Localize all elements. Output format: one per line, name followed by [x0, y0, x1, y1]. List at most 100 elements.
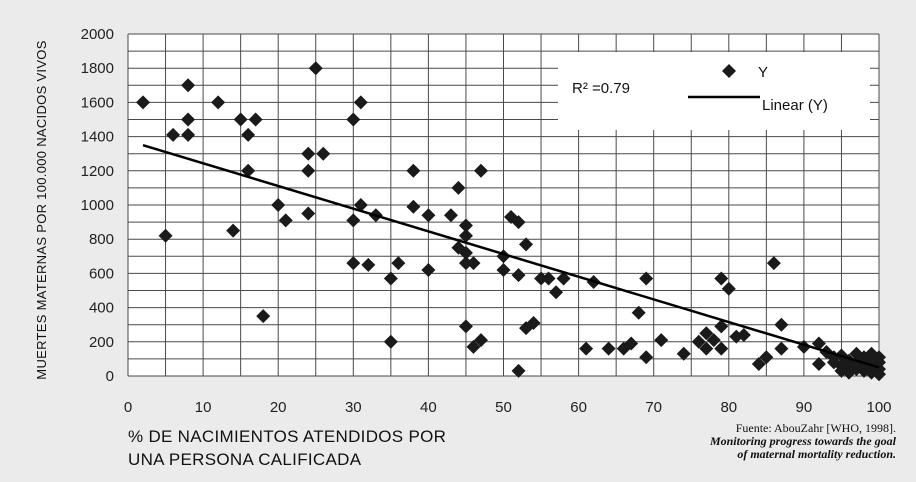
data-point — [406, 199, 421, 214]
legend-marker-label: Y — [758, 64, 768, 81]
data-point — [353, 198, 368, 212]
x-tick-label: 40 — [420, 399, 437, 416]
y-tick-label: 800 — [89, 231, 114, 248]
data-point — [556, 271, 571, 286]
y-axis-label: MUERTES MATERNAS POR 100.000 NACIDOS VIV… — [34, 40, 49, 379]
data-point — [301, 146, 316, 161]
data-point — [766, 256, 781, 271]
data-point — [181, 127, 196, 142]
data-point — [301, 206, 316, 221]
y-tick-label: 1600 — [81, 94, 114, 111]
y-tick-label: 400 — [89, 300, 114, 317]
data-point — [511, 363, 526, 378]
data-point — [256, 309, 271, 324]
x-tick-labels: 0 10 20 30 40 50 60 70 80 90 100 — [124, 399, 892, 416]
y-tick-label: 2000 — [81, 26, 114, 43]
data-point — [383, 271, 398, 286]
data-point — [383, 334, 398, 349]
data-point — [241, 127, 256, 142]
data-point — [316, 146, 331, 161]
x-axis-label-line-1: % DE NACIMIENTOS ATENDIDOS POR — [128, 427, 447, 446]
x-tick-label: 30 — [345, 399, 362, 416]
data-point — [136, 95, 151, 110]
data-point — [759, 350, 774, 365]
data-point — [774, 317, 789, 332]
grid — [127, 33, 880, 377]
x-tick-label: 100 — [866, 399, 891, 416]
data-point — [714, 271, 729, 286]
data-point — [421, 208, 436, 223]
data-point — [639, 350, 654, 365]
source-line-3: of maternal mortality reduction. — [737, 447, 896, 461]
data-point — [406, 163, 421, 178]
data-point — [473, 163, 488, 178]
source-line-2: Monitoring progress towards the goal — [709, 434, 896, 448]
data-point — [458, 256, 473, 271]
y-tick-label: 1400 — [81, 129, 114, 146]
data-point — [714, 319, 729, 334]
legend-box: R² =0.79 Y Linear (Y) — [558, 52, 870, 130]
data-point — [496, 262, 511, 277]
x-tick-label: 80 — [720, 399, 737, 416]
data-point — [872, 367, 886, 382]
data-point — [691, 334, 706, 349]
y-tick-label: 0 — [106, 368, 114, 385]
data-point — [278, 213, 293, 228]
legend-line-label: Linear (Y) — [762, 97, 828, 114]
x-axis-label: % DE NACIMIENTOS ATENDIDOS POR UNA PERSO… — [128, 425, 446, 471]
data-point — [601, 341, 616, 356]
data-point — [346, 213, 361, 228]
x-tick-label: 60 — [570, 399, 587, 416]
data-point — [654, 333, 669, 348]
data-point — [511, 215, 526, 230]
data-point — [271, 198, 286, 212]
data-point — [346, 112, 361, 127]
x-axis-label-line-2: UNA PERSONA CALIFICADA — [128, 450, 362, 469]
source-line-1: Fuente: AbouZahr [WHO, 1998]. — [735, 421, 896, 435]
data-point — [736, 327, 751, 342]
data-point — [466, 256, 481, 271]
data-point — [676, 346, 691, 361]
data-point — [541, 271, 556, 286]
trend-line — [142, 143, 880, 369]
data-point — [361, 257, 376, 272]
x-tick-label: 0 — [124, 399, 132, 416]
data-point — [811, 357, 826, 372]
data-point — [158, 228, 173, 243]
data-point — [226, 223, 241, 238]
data-point — [534, 271, 549, 286]
data-point — [631, 305, 646, 320]
x-tick-label: 10 — [195, 399, 212, 416]
data-point — [451, 180, 466, 195]
data-point — [751, 357, 766, 372]
data-point — [346, 256, 361, 271]
data-point — [308, 61, 323, 76]
data-points — [136, 61, 886, 382]
x-tick-label: 70 — [645, 399, 662, 416]
data-point — [241, 163, 256, 178]
data-point — [391, 256, 406, 271]
r-squared-annotation: R² =0.79 — [572, 80, 630, 97]
data-point — [458, 218, 473, 233]
data-point — [233, 112, 248, 127]
data-point — [624, 336, 639, 351]
y-tick-label: 1200 — [81, 163, 114, 180]
y-tick-label: 1000 — [81, 197, 114, 214]
data-point — [774, 341, 789, 356]
data-point — [458, 228, 473, 243]
data-point — [211, 95, 226, 110]
data-point — [526, 315, 541, 330]
data-point — [579, 341, 594, 356]
data-point — [466, 339, 481, 354]
data-point — [639, 271, 654, 286]
x-tick-label: 90 — [796, 399, 813, 416]
data-point — [353, 95, 368, 110]
source-citation: Fuente: AbouZahr [WHO, 1998]. Monitoring… — [710, 422, 896, 461]
y-tick-label: 200 — [89, 334, 114, 351]
data-point — [458, 319, 473, 334]
data-point — [549, 285, 564, 300]
data-point — [181, 112, 196, 127]
data-point — [458, 245, 473, 260]
y-tick-label: 1800 — [81, 60, 114, 77]
